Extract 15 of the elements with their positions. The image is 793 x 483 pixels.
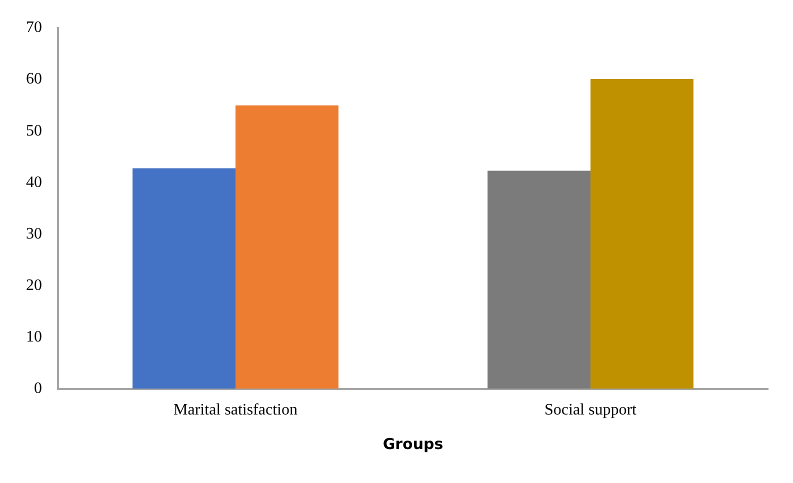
- y-tick-label: 30: [26, 225, 42, 242]
- y-tick-label: 20: [26, 276, 42, 294]
- bar: [590, 79, 694, 389]
- x-axis-title: Groups: [382, 434, 444, 453]
- bar: [488, 170, 590, 389]
- x-tick-label: Marital satisfaction: [174, 402, 298, 419]
- bar: [132, 168, 236, 389]
- y-tick-label: 0: [34, 380, 42, 398]
- y-tick-label: 10: [26, 328, 42, 346]
- bar: [236, 105, 338, 389]
- y-tick-label: 50: [26, 122, 42, 140]
- y-tick-label: 40: [26, 174, 42, 191]
- x-tick-label: Social support: [544, 402, 638, 419]
- y-tick-label: 70: [26, 19, 42, 36]
- y-tick-label: 60: [26, 70, 42, 88]
